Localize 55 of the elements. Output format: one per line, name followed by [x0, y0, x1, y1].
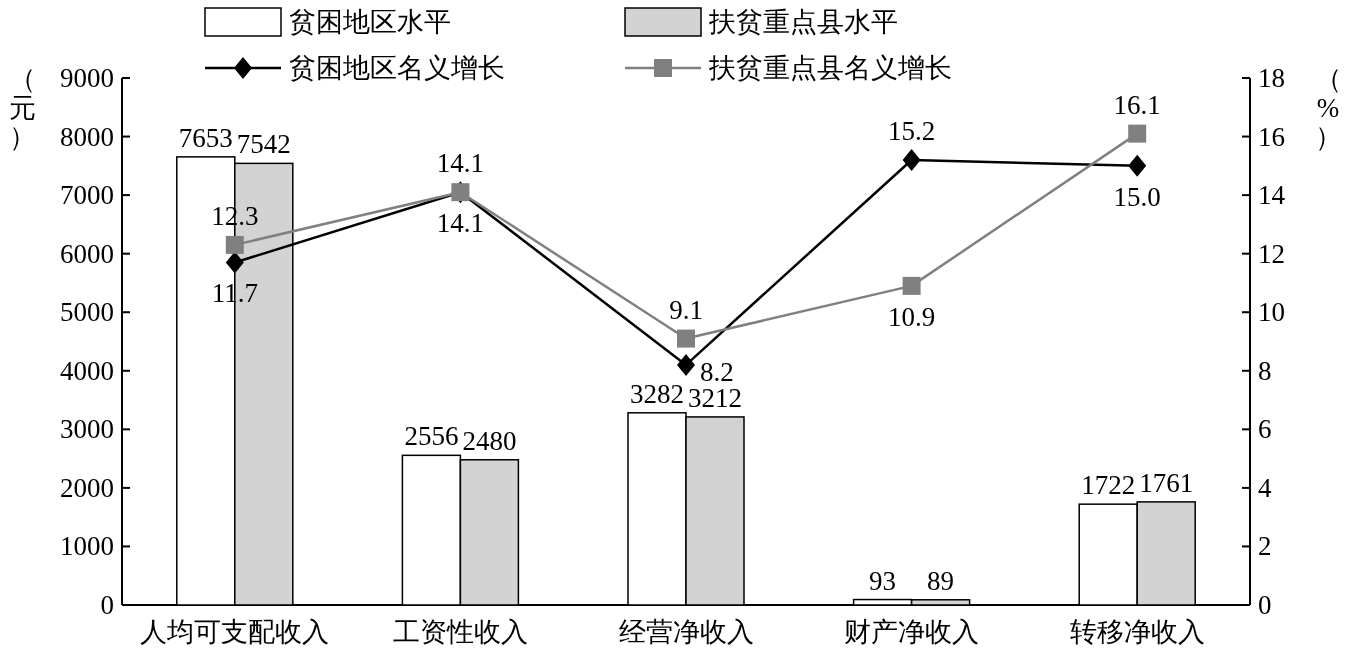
data-label: 14.1 — [436, 148, 485, 179]
y2-tick-label: 4 — [1258, 472, 1272, 503]
data-label: 2556 — [404, 421, 459, 452]
point — [1128, 154, 1147, 177]
x-tick-label: 经营净收入 — [618, 617, 754, 647]
y2-tick-label: 16 — [1258, 121, 1285, 152]
y-tick-label: 2000 — [60, 472, 114, 503]
x-tick-label: 转移净收入 — [1069, 617, 1205, 647]
data-label: 7653 — [178, 122, 233, 153]
point — [902, 148, 921, 171]
data-label: 7542 — [236, 129, 291, 160]
data-label: 3282 — [630, 378, 684, 409]
y2-tick-label: 10 — [1258, 297, 1285, 328]
y-tick-label: 1000 — [60, 531, 114, 562]
point — [677, 353, 695, 376]
y-tick-label: 0 — [100, 590, 114, 620]
point — [677, 329, 695, 348]
data-label: 1761 — [1139, 467, 1194, 498]
y2-tick-label: 6 — [1258, 414, 1272, 445]
x-tick-label: 工资性收入 — [392, 617, 528, 647]
y-tick-label: 5000 — [60, 297, 114, 328]
y-axis-title: （元） — [8, 64, 36, 152]
legend-label: 扶贫重点县名义增长 — [708, 53, 952, 83]
point — [902, 276, 921, 295]
legend-label: 贫困地区名义增长 — [289, 53, 505, 83]
y-tick-label: 9000 — [60, 63, 114, 93]
y-tick-label: 6000 — [60, 238, 114, 269]
data-label: 15.2 — [887, 115, 936, 146]
point — [225, 235, 244, 254]
data-label: 2480 — [462, 425, 517, 456]
data-label: 10.9 — [887, 301, 936, 332]
y-tick-label: 7000 — [60, 180, 114, 211]
data-label: 93 — [869, 565, 897, 596]
legend-label: 扶贫重点县水平 — [708, 7, 898, 37]
data-label: 89 — [927, 565, 955, 596]
y-tick-label: 3000 — [60, 414, 114, 445]
y2-tick-label: 2 — [1258, 531, 1272, 562]
x-tick-label: 人均可支配收入 — [140, 617, 330, 647]
y2-tick-label: 18 — [1258, 63, 1285, 93]
point — [225, 251, 244, 274]
data-label: 1722 — [1081, 470, 1136, 501]
y2-tick-label: 14 — [1258, 180, 1286, 211]
y2-tick-label: 0 — [1258, 590, 1272, 620]
x-tick-label: 财产净收入 — [844, 617, 980, 647]
legend-label: 贫困地区水平 — [289, 7, 451, 37]
y-tick-label: 8000 — [60, 121, 114, 152]
y-tick-label: 4000 — [60, 355, 114, 386]
y2-axis-title: （%） — [1314, 64, 1342, 152]
data-label: 15.0 — [1113, 181, 1161, 212]
data-label: 16.1 — [1113, 89, 1161, 120]
y2-tick-label: 12 — [1258, 238, 1285, 269]
point — [1128, 124, 1147, 143]
y2-tick-label: 8 — [1258, 355, 1272, 386]
data-label: 9.1 — [669, 294, 703, 325]
data-label: 14.1 — [436, 208, 485, 239]
